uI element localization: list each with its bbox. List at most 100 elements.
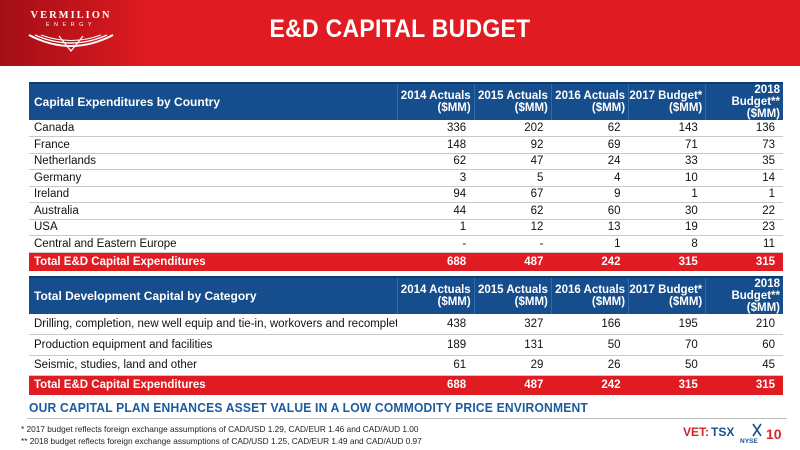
column-header: 2017 Budget* ($MM) <box>628 82 706 120</box>
value-cell: 487 <box>474 375 552 395</box>
table-title: Total Development Capital by Category <box>29 276 398 314</box>
value-cell: 136 <box>705 120 783 137</box>
ticker-prefix: VET: <box>683 425 710 439</box>
value-cell: 1 <box>551 235 629 253</box>
table-row: Germany 3 5 4 10 14 <box>29 169 783 187</box>
value-cell: 688 <box>397 375 475 395</box>
country-capex-table: Capital Expenditures by Country 2014 Act… <box>29 82 783 271</box>
value-cell: 166 <box>551 314 629 335</box>
value-cell: 60 <box>551 202 629 220</box>
value-cell: 1 <box>705 186 783 203</box>
footer-divider <box>27 418 787 419</box>
value-cell: 23 <box>705 219 783 236</box>
value-cell: 62 <box>474 202 552 220</box>
value-cell: 1 <box>397 219 475 236</box>
value-cell: 1 <box>628 186 706 203</box>
column-header: 2015 Actuals ($MM) <box>473 276 552 314</box>
value-cell: 315 <box>705 252 783 271</box>
table-row: USA 1 12 13 19 23 <box>29 219 783 236</box>
row-label: Central and Eastern Europe <box>29 235 398 253</box>
value-cell: 47 <box>474 153 552 170</box>
value-cell: 35 <box>705 153 783 170</box>
column-header: 2018 Budget** ($MM) <box>705 276 783 314</box>
banner-gradient <box>0 0 150 66</box>
row-label: Production equipment and facilities <box>29 334 398 356</box>
row-label: USA <box>29 219 398 236</box>
value-cell: 94 <box>397 186 475 203</box>
value-cell: - <box>474 235 552 253</box>
value-cell: 438 <box>397 314 475 335</box>
table-row: Australia 44 62 60 30 22 <box>29 202 783 220</box>
row-label: Total E&D Capital Expenditures <box>29 375 398 395</box>
value-cell: 242 <box>551 252 629 271</box>
tsx-logo-icon <box>752 423 762 437</box>
title-banner: VERMILION ENERGY E&D CAPITAL BUDGET <box>0 0 800 66</box>
value-cell: 61 <box>397 355 475 376</box>
row-label: Netherlands <box>29 153 398 170</box>
table-row: Canada 336 202 62 143 136 <box>29 120 783 137</box>
table-header-row: Total Development Capital by Category 20… <box>29 276 783 314</box>
ticker-nyse: NYSE <box>740 438 758 445</box>
footnote-2018: ** 2018 budget reflects foreign exchange… <box>21 436 422 446</box>
value-cell: 62 <box>397 153 475 170</box>
table-body: Canada 336 202 62 143 136 France 148 92 69 71 73 Net… <box>29 120 783 271</box>
row-label: Germany <box>29 169 398 187</box>
table-header-row: Capital Expenditures by Country 2014 Act… <box>29 82 783 120</box>
value-cell: 210 <box>705 314 783 335</box>
value-cell: 9 <box>551 186 629 203</box>
value-cell: 336 <box>397 120 475 137</box>
table-row: Drilling, completion, new well equip and… <box>29 314 783 335</box>
value-cell: 487 <box>474 252 552 271</box>
value-cell: 14 <box>705 169 783 187</box>
value-cell: 33 <box>628 153 706 170</box>
value-cell: 5 <box>474 169 552 187</box>
stock-ticker: VET: TSX <box>683 425 734 439</box>
table-row: Central and Eastern Europe - -1 8 11 <box>29 235 783 253</box>
footnote-2017: * 2017 budget reflects foreign exchange … <box>21 424 419 434</box>
value-cell: 50 <box>628 355 706 376</box>
value-cell: 24 <box>551 153 629 170</box>
value-cell: 73 <box>705 136 783 154</box>
value-cell: 327 <box>474 314 552 335</box>
value-cell: - <box>397 235 475 253</box>
value-cell: 315 <box>628 375 706 395</box>
value-cell: 13 <box>551 219 629 236</box>
table-row: France 148 92 69 71 73 <box>29 136 783 154</box>
value-cell: 12 <box>474 219 552 236</box>
total-row: Total E&D Capital Expenditures 688 487 242 3… <box>29 252 783 271</box>
logo-subtitle: ENERGY <box>45 22 97 28</box>
table-row: Production equipment and facilities 189 13… <box>29 334 783 356</box>
row-label: Canada <box>29 120 398 137</box>
row-label: France <box>29 136 398 154</box>
value-cell: 4 <box>551 169 629 187</box>
page-number: 10 <box>766 426 782 442</box>
value-cell: 50 <box>551 334 629 356</box>
value-cell: 71 <box>628 136 706 154</box>
logo-wordmark: VERMILION <box>30 10 112 21</box>
value-cell: 143 <box>628 120 706 137</box>
value-cell: 3 <box>397 169 475 187</box>
table-row: Netherlands 62 47 24 33 35 <box>29 153 783 170</box>
row-label: Ireland <box>29 186 398 203</box>
value-cell: 688 <box>397 252 475 271</box>
value-cell: 315 <box>628 252 706 271</box>
value-cell: 148 <box>397 136 475 154</box>
value-cell: 8 <box>628 235 706 253</box>
value-cell: 131 <box>474 334 552 356</box>
value-cell: 67 <box>474 186 552 203</box>
value-cell: 19 <box>628 219 706 236</box>
value-cell: 195 <box>628 314 706 335</box>
table-body: Drilling, completion, new well equip and… <box>29 314 783 395</box>
value-cell: 92 <box>474 136 552 154</box>
vermilion-logo: VERMILION ENERGY <box>12 6 130 60</box>
column-header: 2016 Actuals ($MM) <box>550 276 629 314</box>
row-label: Australia <box>29 202 398 220</box>
value-cell: 44 <box>397 202 475 220</box>
value-cell: 45 <box>705 355 783 376</box>
column-header: 2014 Actuals ($MM) <box>396 82 475 120</box>
value-cell: 11 <box>705 235 783 253</box>
value-cell: 202 <box>474 120 552 137</box>
value-cell: 60 <box>705 334 783 356</box>
value-cell: 69 <box>551 136 629 154</box>
category-capex-table: Total Development Capital by Category 20… <box>29 276 783 395</box>
